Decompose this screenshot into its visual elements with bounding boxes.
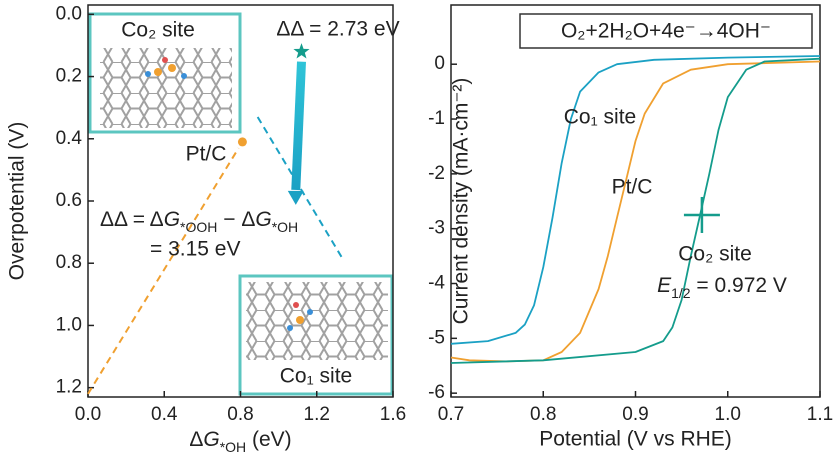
series-label: Co₂ site (121, 19, 195, 42)
x-axis-label-part: (eV) (246, 428, 292, 451)
y-tick-label: -6 (428, 382, 445, 403)
x-axis-label-part: Δ (189, 428, 203, 451)
y-tick-label: 0.0 (56, 3, 82, 24)
x-axis-label-part: *OH (220, 439, 246, 455)
annotation-part: E (657, 274, 672, 297)
point (293, 43, 310, 59)
y-tick-label: -1 (428, 108, 445, 129)
y-tick-label: 0.8 (56, 252, 82, 273)
x-tick-label: 0.8 (530, 404, 556, 425)
x-axis-label-part: G (203, 428, 219, 451)
x-tick-label: 0.7 (438, 404, 464, 425)
trend-line (256, 116, 345, 261)
x-tick-label: 1.2 (304, 404, 330, 425)
series-label: Pt/C (612, 176, 653, 199)
y-tick-label: -2 (428, 163, 445, 184)
annotation: = 3.15 eV (150, 238, 241, 261)
y-axis-label: Current density (mA·cm⁻²) (450, 78, 473, 325)
curve (450, 55, 821, 345)
series-label: Co₁ site (280, 365, 352, 388)
x-axis-label: Potential (V vs RHE) (539, 428, 732, 451)
point (287, 190, 304, 205)
y-axis-label: Overpotential (V) (6, 122, 29, 281)
annotation: ΔΔ = ΔG*OOH − ΔG*OH (100, 208, 298, 235)
y-tick-label: 0.4 (56, 128, 83, 149)
annotation-part: G (164, 208, 180, 231)
x-tick-label: 0.4 (151, 404, 178, 425)
curve (450, 57, 821, 364)
annotation: ΔΔ = 2.73 eV (276, 18, 399, 41)
annotation: E1/2 = 0.972 V (657, 274, 787, 301)
annotation-part: ΔΔ = Δ (100, 208, 164, 231)
y-tick-label: -4 (428, 273, 445, 294)
annotation-part: 1/2 (671, 285, 691, 301)
series-label: Pt/C (186, 143, 227, 166)
annotation-part: *OOH (180, 219, 217, 235)
point (237, 137, 247, 147)
x-axis-label: ΔG*OH (eV) (189, 428, 291, 455)
y-tick-label: 0.6 (56, 190, 82, 211)
inset-co2 (88, 12, 242, 134)
x-tick-label: 1.0 (715, 404, 741, 425)
inset-co1 (238, 274, 394, 396)
x-tick-label: 0.8 (227, 404, 253, 425)
series-label: Co₁ site (564, 106, 636, 129)
equation-box (519, 13, 813, 49)
y-tick-label: 0.2 (56, 66, 82, 87)
series-label: Co₂ site (678, 243, 752, 266)
y-tick-label: -5 (428, 327, 445, 348)
annotation-part: − Δ (217, 208, 255, 231)
y-tick-label: 1.0 (56, 314, 82, 335)
delta-arrow (291, 61, 306, 191)
y-tick-label: 0 (434, 53, 445, 74)
x-tick-label: 0.0 (75, 404, 101, 425)
x-tick-label: 0.9 (622, 404, 648, 425)
trend-line (87, 147, 240, 395)
annotation-part: G (255, 208, 271, 231)
y-tick-label: 1.2 (56, 377, 82, 398)
annotation-part: *OH (272, 219, 298, 235)
y-tick-label: -3 (428, 218, 445, 239)
annotation-part: = 0.972 V (691, 274, 787, 297)
x-tick-label: 1.6 (380, 404, 406, 425)
x-tick-label: 1.1 (807, 404, 833, 425)
chart-title: O₂+2H₂O+4e⁻→4OH⁻ (561, 20, 771, 43)
